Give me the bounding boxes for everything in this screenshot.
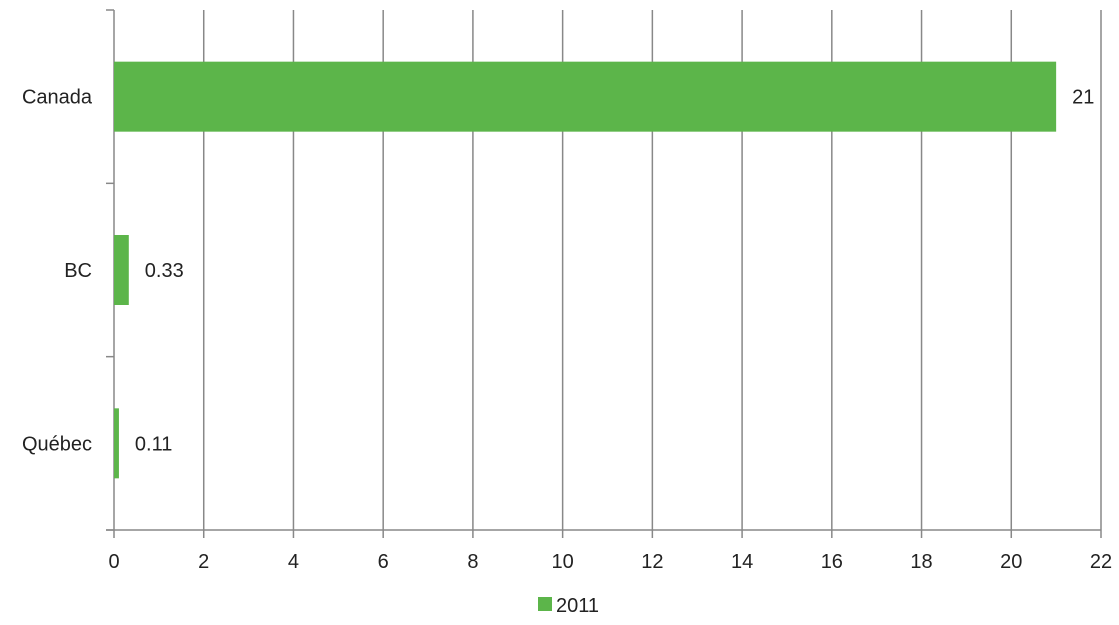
x-tick-label-8: 8: [467, 551, 478, 573]
x-tick-label-18: 18: [910, 551, 932, 573]
x-tick-label-20: 20: [1000, 551, 1022, 573]
legend-label-2011: 2011: [556, 595, 599, 617]
x-tick-label-10: 10: [552, 551, 574, 573]
x-tick-label-0: 0: [108, 551, 119, 573]
x-tick-label-22: 22: [1090, 551, 1112, 573]
bar-canada: [114, 61, 1057, 132]
x-tick-label-2: 2: [198, 551, 209, 573]
data-label-bc: 0.33: [145, 260, 184, 282]
bar-bc: [114, 235, 129, 305]
legend-swatch-2011: [538, 597, 552, 611]
bar-qu-bec: [114, 408, 119, 479]
category-label-bc: BC: [64, 260, 92, 282]
x-tick-label-4: 4: [288, 551, 299, 573]
category-label-qu-bec: Québec: [22, 433, 92, 455]
x-tick-label-16: 16: [821, 551, 843, 573]
labels: 0 2 4 6 8 10 12 14 16 18 20 22 Canada 21 BC 0.33 Québec 0…: [22, 87, 1112, 573]
data-label-canada: 21: [1072, 87, 1094, 109]
legend: 2011: [538, 595, 599, 617]
category-label-canada: Canada: [22, 87, 93, 109]
data-label-qu-bec: 0.11: [135, 433, 172, 455]
x-tick-label-12: 12: [641, 551, 663, 573]
x-tick-label-14: 14: [731, 551, 753, 573]
bars: [114, 61, 1057, 479]
x-tick-label-6: 6: [378, 551, 389, 573]
